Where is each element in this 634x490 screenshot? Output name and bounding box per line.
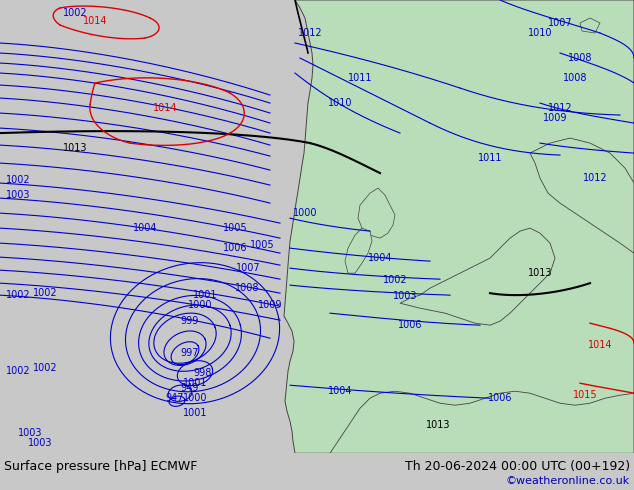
Text: 1006: 1006 [488, 393, 512, 403]
Polygon shape [580, 18, 600, 33]
Text: 1002: 1002 [63, 8, 87, 18]
Text: 1014: 1014 [153, 103, 178, 113]
Polygon shape [358, 188, 395, 238]
Text: 1009: 1009 [258, 300, 282, 310]
Text: 949: 949 [181, 383, 199, 393]
Text: 1006: 1006 [398, 320, 422, 330]
Text: 1003: 1003 [28, 438, 52, 448]
Text: 1005: 1005 [223, 223, 247, 233]
Text: 997: 997 [181, 348, 199, 358]
Text: 1004: 1004 [328, 386, 353, 396]
Text: 1012: 1012 [548, 103, 573, 113]
Text: 1001: 1001 [183, 408, 207, 418]
Text: ©weatheronline.co.uk: ©weatheronline.co.uk [506, 476, 630, 486]
Text: 1002: 1002 [6, 366, 30, 376]
Text: 1002: 1002 [33, 363, 57, 373]
Text: 1000: 1000 [293, 208, 317, 218]
Text: 1010: 1010 [527, 28, 552, 38]
Polygon shape [400, 228, 555, 325]
Text: 1008: 1008 [235, 283, 259, 293]
Text: 1002: 1002 [6, 175, 30, 185]
Text: 1011: 1011 [348, 73, 372, 83]
Text: 1000: 1000 [188, 300, 212, 310]
Text: 1009: 1009 [543, 113, 567, 123]
Text: 1002: 1002 [383, 275, 407, 285]
Text: 1010: 1010 [328, 98, 353, 108]
Polygon shape [284, 0, 634, 453]
Text: 1002: 1002 [6, 290, 30, 300]
Text: 1001: 1001 [193, 290, 217, 300]
Polygon shape [530, 138, 634, 253]
Text: 998: 998 [194, 368, 212, 378]
Text: Th 20-06-2024 00:00 UTC (00+192): Th 20-06-2024 00:00 UTC (00+192) [405, 460, 630, 473]
Text: Surface pressure [hPa] ECMWF: Surface pressure [hPa] ECMWF [4, 460, 197, 473]
Text: 1015: 1015 [573, 390, 597, 400]
Text: 1003: 1003 [392, 291, 417, 301]
Text: 947: 947 [165, 393, 184, 403]
Text: 1007: 1007 [548, 18, 573, 28]
Polygon shape [330, 391, 634, 453]
Text: 1007: 1007 [236, 263, 261, 273]
Text: 1013: 1013 [63, 143, 87, 153]
Text: 1001: 1001 [183, 378, 207, 388]
Text: 1006: 1006 [223, 243, 247, 253]
Text: 1002: 1002 [33, 288, 57, 298]
Text: 1013: 1013 [527, 268, 552, 278]
Text: 1011: 1011 [478, 153, 502, 163]
Text: 999: 999 [181, 316, 199, 326]
Text: 1008: 1008 [563, 73, 587, 83]
Text: 1005: 1005 [250, 240, 275, 250]
Text: 1003: 1003 [6, 190, 30, 200]
Text: 1012: 1012 [583, 173, 607, 183]
Text: 1012: 1012 [298, 28, 322, 38]
Text: 1014: 1014 [588, 340, 612, 350]
Text: 1004: 1004 [133, 223, 157, 233]
Text: 1000: 1000 [183, 393, 207, 403]
Polygon shape [345, 228, 372, 273]
Text: 1004: 1004 [368, 253, 392, 263]
Text: 1014: 1014 [83, 16, 107, 26]
Text: 1013: 1013 [426, 420, 450, 430]
Text: 1008: 1008 [568, 53, 592, 63]
Text: 1003: 1003 [18, 428, 42, 438]
